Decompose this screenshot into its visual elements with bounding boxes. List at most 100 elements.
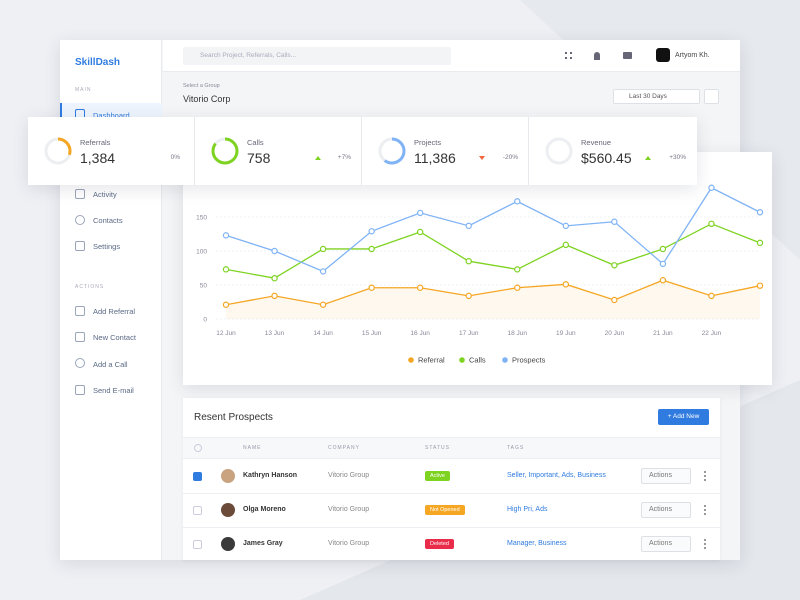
brand: SkillDash <box>75 57 121 68</box>
tags-cell: Seller, Important, Ads, Business <box>507 472 606 479</box>
area <box>226 280 760 319</box>
point <box>708 292 715 300</box>
name-cell: Olga Moreno <box>243 506 286 513</box>
x-tick-label: 17 Jun <box>459 330 479 337</box>
ring-arc <box>378 137 406 165</box>
line <box>225 223 761 279</box>
point <box>514 284 521 291</box>
point <box>465 292 472 300</box>
row-checkbox[interactable] <box>193 540 202 549</box>
point <box>756 282 764 289</box>
point <box>562 281 570 288</box>
y-tick-label: 150 <box>196 215 207 222</box>
chart-card: 0 50 100 150 12 Jun 13 Jun 14 Jun 15 Jun 16 Jun 1… <box>183 152 772 385</box>
row-divider <box>183 527 720 528</box>
actions-dropdown[interactable]: Actions <box>641 502 691 518</box>
legend-label: Prospects <box>512 356 546 365</box>
x-tick-label: 16 Jun <box>410 330 430 337</box>
bell-icon[interactable] <box>594 52 600 60</box>
x-tick-label: 20 Jun <box>605 330 625 337</box>
stat-change: +30% <box>669 154 686 161</box>
group-select[interactable]: Vitorio Corp <box>183 94 231 104</box>
add-button[interactable]: + Add New <box>658 409 709 425</box>
point <box>611 262 618 269</box>
point <box>319 245 327 253</box>
point <box>222 232 230 239</box>
company-cell: Vitorio Group <box>328 540 370 547</box>
chart: 0 50 100 150 12 Jun 13 Jun 14 Jun 15 Jun 16 Jun 1… <box>196 184 764 365</box>
point <box>416 209 424 217</box>
stat-change: +7% <box>337 154 351 161</box>
row-menu[interactable] <box>704 539 706 549</box>
stat-ring <box>545 137 573 165</box>
column-header: NAME <box>243 445 262 451</box>
nav-item[interactable]: Add Referral <box>93 307 136 316</box>
trend-arrow <box>315 156 321 160</box>
stat-value: 1,384 <box>80 150 116 166</box>
legend-swatch <box>459 357 465 363</box>
tags-cell: High Pri, Ads <box>507 506 548 513</box>
user-name[interactable]: Artyom Kh. <box>675 52 710 59</box>
point <box>416 228 424 236</box>
nav-item[interactable]: Contacts <box>93 216 123 225</box>
column-header: COMPANY <box>328 445 360 451</box>
stat-change: -20% <box>502 154 518 161</box>
point <box>514 266 521 273</box>
stat-card: Calls 758 +7% <box>195 117 362 185</box>
status-badge: Deleted <box>425 539 454 549</box>
stat-ring <box>44 137 72 165</box>
search-input[interactable]: Search Project, Referrals, Calls... <box>183 47 451 65</box>
row-menu[interactable] <box>704 505 706 515</box>
point <box>514 198 521 205</box>
chat-icon[interactable] <box>623 52 632 59</box>
refresh-button[interactable] <box>704 89 719 104</box>
legend-swatch <box>408 357 414 363</box>
nav-item[interactable]: Activity <box>93 190 117 199</box>
stat-value: 758 <box>247 150 271 166</box>
stat-label: Projects <box>414 138 442 147</box>
row-checkbox[interactable] <box>193 472 202 481</box>
stat-ring <box>211 137 239 165</box>
stat-value: 11,386 <box>414 150 456 166</box>
row-avatar <box>221 503 235 517</box>
stats-strip: Referrals 1,384 0% Calls 758 +7% Projects 11,38… <box>28 117 697 185</box>
nav-item[interactable]: Add a Call <box>93 360 128 369</box>
x-tick-label: 14 Jun <box>313 330 333 337</box>
y-tick-label: 50 <box>200 283 208 290</box>
point <box>222 301 230 308</box>
x-tick-label: 22 Jun <box>702 330 722 337</box>
stat-card: Projects 11,386 -20% <box>362 117 529 185</box>
point <box>319 268 327 275</box>
stat-change: 0% <box>170 154 180 161</box>
row-checkbox[interactable] <box>193 506 202 515</box>
line <box>225 186 761 273</box>
row-avatar <box>221 469 235 483</box>
point <box>271 292 278 300</box>
apps-icon[interactable] <box>565 52 572 59</box>
point <box>222 266 230 273</box>
point <box>756 209 764 216</box>
point <box>708 220 715 228</box>
point <box>319 301 327 308</box>
legend-swatch <box>502 357 508 363</box>
stat-card: Revenue $560.45 +30% <box>529 117 696 185</box>
actions-dropdown[interactable]: Actions <box>641 468 691 484</box>
table-header <box>183 437 720 459</box>
trend-arrow <box>645 156 651 160</box>
nav-item[interactable]: New Contact <box>93 333 136 342</box>
nav-item[interactable]: Settings <box>93 242 121 251</box>
avatar[interactable] <box>656 48 670 62</box>
header-checkbox[interactable] <box>194 444 202 452</box>
company-cell: Vitorio Group <box>328 472 370 479</box>
column-header: STATUS <box>425 445 450 451</box>
point <box>368 284 375 291</box>
group-label: Select a Group <box>183 83 220 89</box>
nav-item[interactable]: Send E-mail <box>93 386 134 395</box>
actions-dropdown[interactable]: Actions <box>641 536 691 552</box>
x-tick-label: 18 Jun <box>508 330 528 337</box>
stat-label: Referrals <box>80 138 111 147</box>
nav-item[interactable]: Dashboard <box>93 111 130 120</box>
stat-ring <box>378 137 406 165</box>
date-range[interactable]: Last 30 Days <box>613 89 700 104</box>
row-menu[interactable] <box>704 471 706 481</box>
